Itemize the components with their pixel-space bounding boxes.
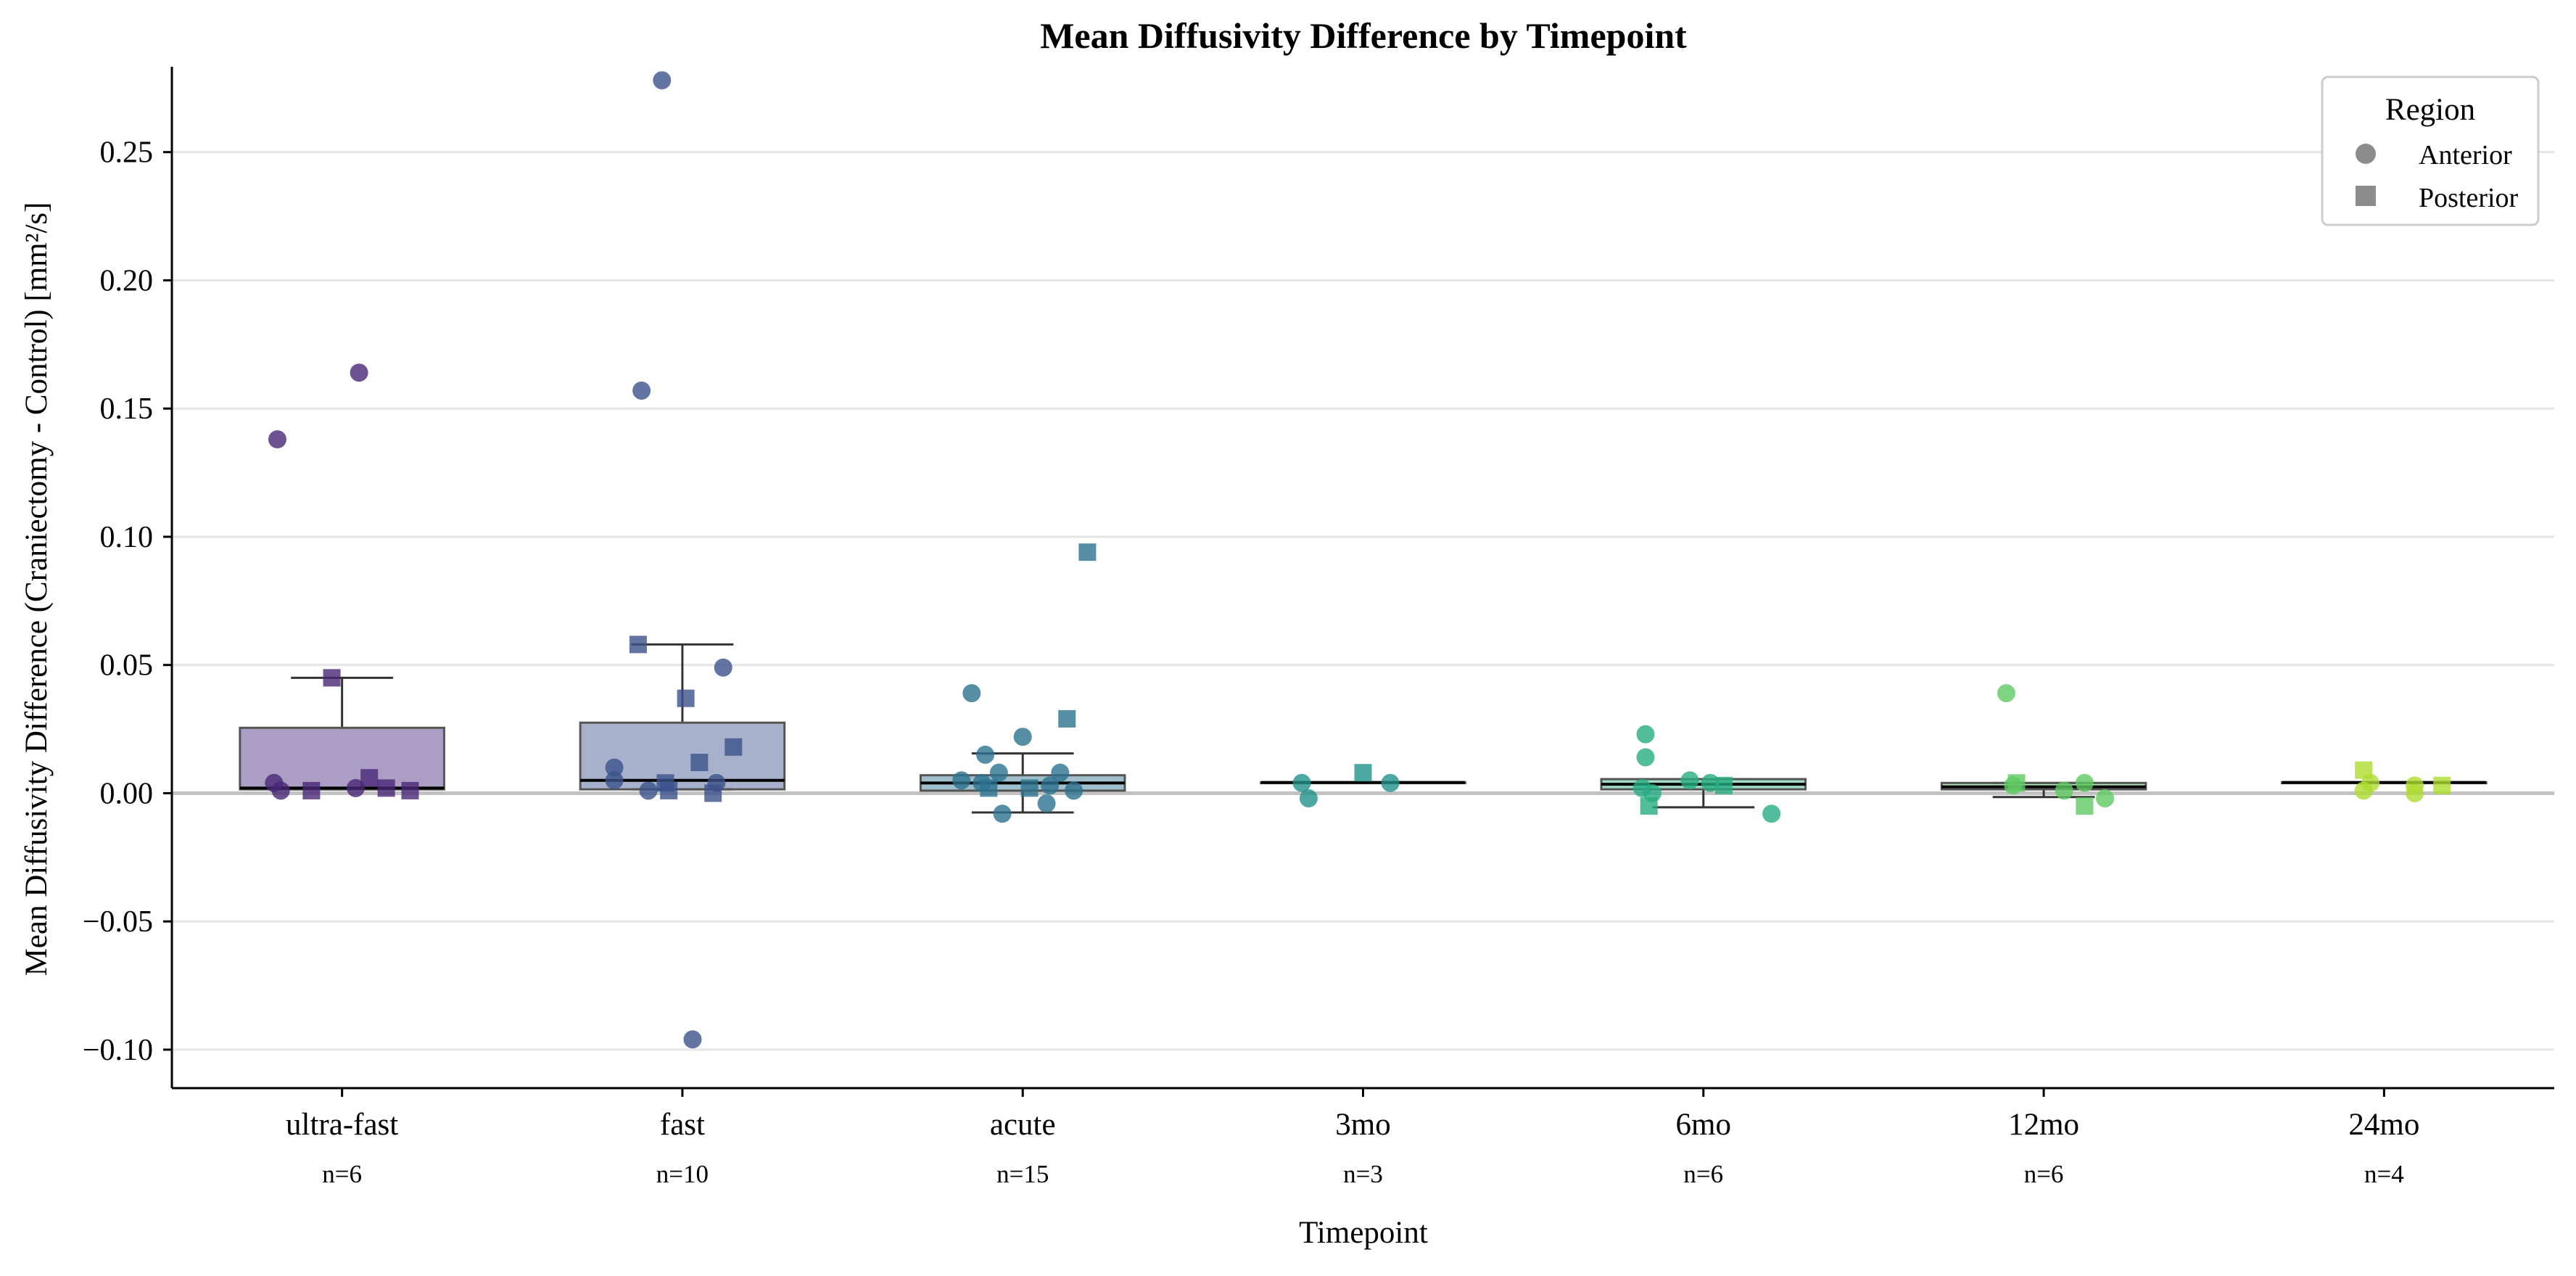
data-point-anterior bbox=[2096, 789, 2115, 808]
data-point-posterior bbox=[660, 781, 678, 799]
data-point-posterior bbox=[2007, 774, 2026, 792]
data-point-posterior bbox=[2355, 761, 2373, 779]
legend-frame bbox=[2321, 75, 2540, 226]
gridlines bbox=[172, 151, 2554, 1051]
data-point-anterior bbox=[1636, 748, 1655, 767]
data-point-anterior bbox=[2406, 783, 2424, 802]
x-tick-label: 6mo bbox=[1676, 1108, 1731, 1142]
y-axis-label: Mean Diffusivity Difference (Craniectomy… bbox=[20, 202, 54, 976]
chart-title: Mean Diffusivity Difference by Timepoint bbox=[1040, 15, 1687, 56]
sample-count-label: n=15 bbox=[996, 1160, 1049, 1188]
data-point-anterior bbox=[1680, 771, 1699, 790]
data-point-posterior bbox=[629, 635, 647, 654]
x-tick-label: acute bbox=[990, 1108, 1056, 1142]
data-point-anterior bbox=[2075, 773, 2094, 792]
y-tick-label: 0.20 bbox=[100, 264, 154, 297]
data-point-anterior bbox=[1762, 804, 1781, 823]
y-tick-label: 0.05 bbox=[100, 649, 154, 683]
x-tick-label: 12mo bbox=[2008, 1108, 2079, 1142]
x-tick-label: ultra-fast bbox=[286, 1108, 398, 1142]
x-tick-label: 3mo bbox=[1335, 1108, 1390, 1142]
data-point-anterior bbox=[1997, 684, 2015, 703]
data-point-anterior bbox=[1065, 781, 1083, 800]
data-point-anterior bbox=[1013, 728, 1032, 746]
data-point-anterior bbox=[1299, 789, 1318, 808]
data-point-posterior bbox=[677, 689, 695, 707]
data-point-anterior bbox=[1051, 763, 1070, 782]
x-axis-label: Timepoint bbox=[1299, 1216, 1428, 1250]
data-point-anterior bbox=[1636, 725, 1655, 744]
data-point-anterior bbox=[605, 758, 624, 777]
legend-entry-posterior: Posterior bbox=[2419, 183, 2519, 213]
data-point-posterior bbox=[2076, 797, 2094, 815]
data-point-posterior bbox=[360, 769, 379, 787]
legend-title: Region bbox=[2385, 93, 2475, 127]
data-point-posterior bbox=[401, 781, 419, 799]
axes: −0.10 −0.05 0.00 0.05 0.10 0.15 0.20 0.25 ultra-… bbox=[83, 67, 2554, 1188]
data-point-posterior bbox=[690, 754, 709, 772]
legend-circle-marker-icon bbox=[2356, 144, 2376, 164]
data-point-anterior bbox=[2354, 781, 2373, 800]
sample-count-label: n=6 bbox=[1683, 1160, 1723, 1188]
data-point-anterior bbox=[2055, 781, 2073, 800]
y-tick-label: 0.15 bbox=[100, 392, 154, 426]
data-point-posterior bbox=[1020, 779, 1039, 797]
data-point-posterior bbox=[302, 781, 321, 799]
data-point-posterior bbox=[980, 779, 998, 797]
data-point-anterior bbox=[714, 658, 732, 677]
box-group-ultra-fast bbox=[239, 676, 445, 791]
legend: Region Anterior Posterior bbox=[2321, 75, 2540, 226]
data-point-posterior bbox=[724, 738, 743, 756]
sample-count-label: n=3 bbox=[1343, 1160, 1383, 1188]
data-point-anterior bbox=[605, 771, 624, 790]
data-point-posterior bbox=[377, 779, 395, 797]
legend-square-marker-icon bbox=[2356, 186, 2376, 206]
x-tick-label: 24mo bbox=[2348, 1108, 2419, 1142]
data-point-anterior bbox=[1037, 794, 1056, 813]
x-tick-label: fast bbox=[660, 1108, 705, 1142]
data-point-posterior bbox=[1640, 797, 1658, 815]
data-point-anterior bbox=[271, 781, 290, 800]
y-tick-label: 0.25 bbox=[100, 136, 154, 170]
data-point-posterior bbox=[704, 784, 722, 802]
data-point-anterior bbox=[1292, 773, 1311, 792]
data-point-anterior bbox=[346, 778, 365, 797]
sample-count-label: n=6 bbox=[322, 1160, 362, 1188]
data-point-anterior bbox=[989, 763, 1008, 782]
data-point-posterior bbox=[1078, 543, 1097, 561]
data-point-anterior bbox=[683, 1030, 702, 1049]
data-point-anterior bbox=[639, 781, 658, 800]
data-point-anterior bbox=[350, 363, 368, 382]
data-point-posterior bbox=[1714, 776, 1733, 794]
data-point-anterior bbox=[1381, 773, 1400, 792]
data-point-anterior bbox=[976, 745, 995, 764]
data-point-anterior bbox=[1041, 776, 1060, 795]
legend-entry-anterior: Anterior bbox=[2419, 140, 2512, 170]
y-tick-label: 0.00 bbox=[100, 777, 154, 810]
data-point-posterior bbox=[2433, 776, 2451, 794]
data-point-anterior bbox=[632, 381, 651, 400]
sample-count-label: n=6 bbox=[2024, 1160, 2064, 1188]
data-point-anterior bbox=[653, 71, 672, 90]
y-tick-label: −0.10 bbox=[83, 1034, 153, 1067]
data-point-anterior bbox=[993, 804, 1012, 823]
data-points bbox=[265, 71, 2451, 1049]
data-point-posterior bbox=[1058, 709, 1076, 728]
data-point-anterior bbox=[952, 771, 971, 790]
data-point-posterior bbox=[323, 669, 341, 687]
y-tick-label: 0.10 bbox=[100, 521, 154, 554]
y-tick-label: −0.05 bbox=[83, 905, 153, 939]
data-point-anterior bbox=[962, 684, 981, 703]
sample-count-label: n=10 bbox=[656, 1160, 709, 1188]
boxes bbox=[239, 643, 2488, 814]
data-point-anterior bbox=[268, 430, 286, 449]
data-point-posterior bbox=[1354, 764, 1372, 782]
data-point-anterior bbox=[1701, 773, 1720, 792]
sample-count-label: n=4 bbox=[2364, 1160, 2404, 1188]
